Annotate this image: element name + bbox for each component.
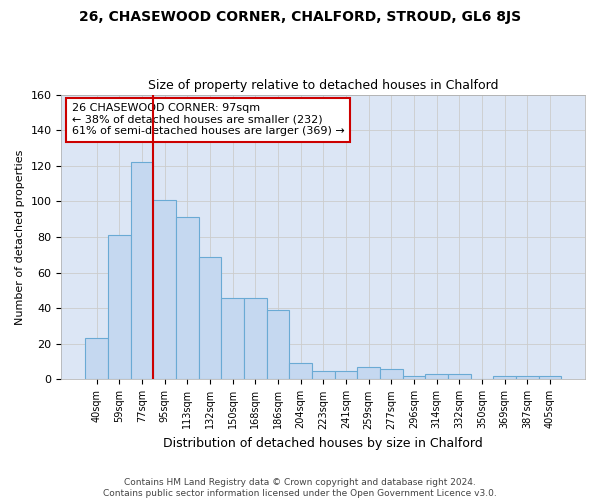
X-axis label: Distribution of detached houses by size in Chalford: Distribution of detached houses by size … xyxy=(163,437,483,450)
Bar xyxy=(131,162,153,380)
Bar xyxy=(153,200,176,380)
Bar xyxy=(108,235,131,380)
Bar xyxy=(357,367,380,380)
Title: Size of property relative to detached houses in Chalford: Size of property relative to detached ho… xyxy=(148,79,499,92)
Bar xyxy=(448,374,470,380)
Y-axis label: Number of detached properties: Number of detached properties xyxy=(15,150,25,324)
Text: 26 CHASEWOOD CORNER: 97sqm
← 38% of detached houses are smaller (232)
61% of sem: 26 CHASEWOOD CORNER: 97sqm ← 38% of deta… xyxy=(72,103,344,136)
Bar xyxy=(403,376,425,380)
Bar xyxy=(244,298,266,380)
Bar xyxy=(85,338,108,380)
Bar xyxy=(266,310,289,380)
Bar xyxy=(516,376,539,380)
Text: 26, CHASEWOOD CORNER, CHALFORD, STROUD, GL6 8JS: 26, CHASEWOOD CORNER, CHALFORD, STROUD, … xyxy=(79,10,521,24)
Bar xyxy=(221,298,244,380)
Bar xyxy=(425,374,448,380)
Bar xyxy=(493,376,516,380)
Bar xyxy=(312,370,335,380)
Bar xyxy=(335,370,357,380)
Bar xyxy=(199,256,221,380)
Bar xyxy=(380,369,403,380)
Bar xyxy=(539,376,561,380)
Text: Contains HM Land Registry data © Crown copyright and database right 2024.
Contai: Contains HM Land Registry data © Crown c… xyxy=(103,478,497,498)
Bar xyxy=(289,364,312,380)
Bar xyxy=(176,218,199,380)
